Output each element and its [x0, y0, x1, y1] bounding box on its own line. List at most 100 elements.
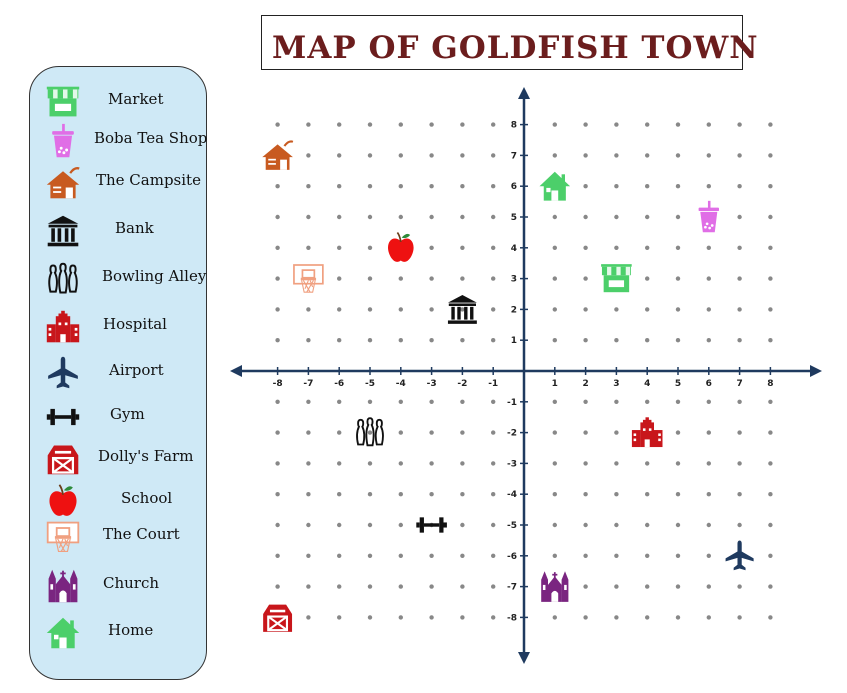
grid-dot [737, 122, 742, 127]
grid-dot [768, 307, 773, 312]
grid-dot [398, 553, 403, 558]
grid-dot [583, 399, 588, 404]
grid-dot [398, 153, 403, 158]
grid-dot [675, 307, 681, 312]
grid-dot [306, 430, 311, 435]
grid-dot [706, 338, 711, 343]
legend-label: Boba Tea Shop [94, 129, 208, 147]
grid-dot [768, 584, 773, 589]
grid-dot [460, 615, 465, 620]
grid-dot [491, 153, 496, 158]
grid-dot [737, 153, 742, 158]
grid-dot [645, 492, 650, 497]
grid-dot [275, 399, 280, 404]
legend-panel: Market Boba Tea Shop The Campsite Bank [29, 66, 207, 680]
grid-dot [583, 122, 588, 127]
grid-dot [645, 245, 650, 250]
grid-dot [583, 338, 588, 343]
grid-dot [614, 184, 619, 189]
grid-dot [706, 245, 711, 250]
grid-dot [429, 276, 434, 281]
grid-dot [614, 338, 619, 343]
grid-dot [583, 615, 588, 620]
grid-dot [429, 461, 434, 466]
x-tick-label: -8 [273, 379, 283, 389]
grid-dot [398, 615, 403, 620]
x-tick-label: -2 [457, 379, 467, 389]
grid-dot [367, 307, 373, 312]
grid-dot [675, 184, 681, 189]
grid-dot [675, 430, 681, 435]
grid-dot [583, 461, 588, 466]
grid-dot [429, 430, 434, 435]
x-tick-label: 8 [767, 379, 773, 389]
grid-dot [675, 522, 681, 528]
x-tick-label: -7 [303, 379, 313, 389]
x-tick-label: -6 [334, 379, 344, 389]
x-tick-label: -4 [396, 379, 406, 389]
grid-dot [491, 245, 496, 250]
airplane-icon [44, 355, 82, 391]
grid-dot [645, 122, 650, 127]
grid-dot [306, 153, 311, 158]
grid-dot [768, 153, 773, 158]
grid-dot [737, 399, 742, 404]
grid-dot [275, 584, 280, 589]
y-tick-label: -2 [507, 429, 517, 439]
grid-dot [337, 214, 342, 220]
grid-dot [306, 245, 311, 250]
grid-dot [645, 307, 650, 312]
grid-dot [675, 214, 681, 220]
grid-dot [306, 399, 311, 404]
grid-dot [583, 492, 588, 497]
grid-dot [398, 399, 403, 404]
grid-dot [675, 553, 681, 558]
grid-dot [429, 615, 434, 620]
grid-dot [706, 276, 711, 281]
grid-dot [491, 492, 496, 497]
boba-tea-icon [44, 123, 82, 159]
grid-dot [706, 399, 711, 404]
grid-dot [552, 492, 557, 497]
bowling-pins-icon [356, 417, 384, 447]
grid-dot [306, 338, 311, 343]
grid-dot [367, 399, 373, 404]
legend-label: Bank [115, 219, 154, 237]
legend-item: Airport [30, 353, 208, 393]
grid-dot [460, 184, 465, 189]
y-tick-label: 1 [511, 336, 517, 346]
grid-dot [275, 553, 280, 558]
y-tick-label: -4 [507, 490, 517, 500]
x-tick-label: 3 [613, 379, 619, 389]
grid-dot [552, 553, 557, 558]
grid-dot [306, 615, 311, 620]
grid-dot [614, 553, 619, 558]
grid-dot [491, 122, 496, 127]
grid-dot [491, 461, 496, 466]
grid-dot [552, 430, 557, 435]
grid-dot [275, 245, 280, 250]
grid-dot [429, 153, 434, 158]
grid-dot [675, 245, 681, 250]
grid-dot [367, 522, 373, 528]
grid-dot [337, 615, 342, 620]
grid-dot [552, 615, 557, 620]
grid-dot [706, 584, 711, 589]
legend-item: Boba Tea Shop [30, 121, 208, 161]
legend-label: School [121, 489, 173, 507]
grid-dot [275, 184, 280, 189]
grid-dot [706, 184, 711, 189]
y-axis-arrow-down [518, 652, 530, 664]
boba-tea-icon [698, 200, 719, 233]
grid-dot [367, 214, 373, 220]
grid-dot [706, 553, 711, 558]
grid-dot [398, 522, 403, 528]
grid-dot [398, 461, 403, 466]
grid-dot [552, 307, 557, 312]
grid-dot [552, 399, 557, 404]
bank-icon [44, 213, 82, 249]
grid-dot [275, 214, 280, 220]
grid-dot [429, 245, 434, 250]
grid-dot [737, 245, 742, 250]
grid-dot [306, 461, 311, 466]
